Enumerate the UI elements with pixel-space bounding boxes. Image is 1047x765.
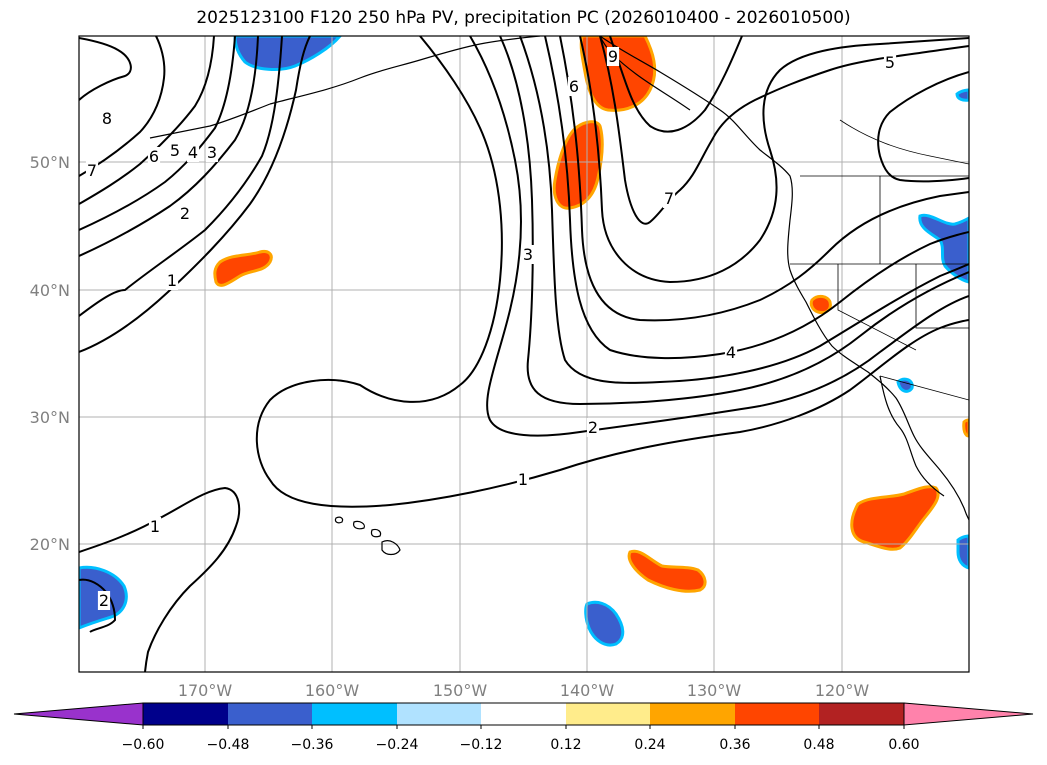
svg-text:8: 8 xyxy=(102,109,112,128)
svg-text:4: 4 xyxy=(726,343,736,362)
colorbar-segment xyxy=(143,703,228,725)
contour-label-knockout xyxy=(521,245,535,264)
colorbar-tick-label: 0.48 xyxy=(803,737,834,753)
lon-label-150w: 150°W xyxy=(433,681,488,700)
svg-text:5: 5 xyxy=(170,141,180,160)
svg-text:1: 1 xyxy=(518,470,528,489)
lon-label-140w: 140°W xyxy=(560,681,615,700)
contour-label-knockout xyxy=(883,53,897,72)
colorbar-tick-label: −0.12 xyxy=(460,737,503,753)
lon-label-170w: 170°W xyxy=(178,681,233,700)
svg-text:6: 6 xyxy=(149,147,159,166)
contour-label-knockout xyxy=(516,470,530,489)
lat-label-50n: 50°N xyxy=(30,153,70,172)
contour-label-knockout xyxy=(100,109,114,128)
colorbar-segment xyxy=(397,703,481,725)
contour-label-knockout xyxy=(186,143,200,162)
map-title: 2025123100 F120 250 hPa PV, precipitatio… xyxy=(196,8,851,28)
lat-label-30n: 30°N xyxy=(30,408,70,427)
colorbar-tick-label: 0.60 xyxy=(888,737,919,753)
colorbar-tick-label: −0.48 xyxy=(207,737,250,753)
contour-label-knockout xyxy=(97,591,111,610)
svg-text:3: 3 xyxy=(523,245,533,264)
colorbar-segment xyxy=(566,703,650,725)
latitude-labels: 50°N 40°N 30°N 20°N xyxy=(30,153,70,554)
contour-label-knockout xyxy=(147,147,161,166)
pv-contour-labels: 8 7 6 5 4 3 2 1 9 6 3 4 2 1 7 5 1 2 xyxy=(85,47,897,610)
contour-label-knockout xyxy=(168,141,182,160)
lon-label-120w: 120°W xyxy=(815,681,870,700)
state-borders xyxy=(790,119,969,401)
coastlines xyxy=(149,36,969,556)
contour-label-knockout xyxy=(724,343,738,362)
svg-text:4: 4 xyxy=(188,143,198,162)
lat-label-20n: 20°N xyxy=(30,535,70,554)
map-background xyxy=(79,36,969,672)
colorbar-tick-label: −0.24 xyxy=(376,737,419,753)
map-frame xyxy=(78,35,970,673)
contour-label-knockout xyxy=(586,418,600,437)
svg-text:3: 3 xyxy=(207,143,217,162)
svg-text:1: 1 xyxy=(150,517,160,536)
lon-label-160w: 160°W xyxy=(305,681,360,700)
svg-text:7: 7 xyxy=(664,189,674,208)
contour-label-knockout xyxy=(85,161,99,180)
pv-contours xyxy=(79,36,969,672)
contour-label-knockout xyxy=(165,271,179,290)
colorbar-tick-label: 0.36 xyxy=(719,737,750,753)
colorbar-tick-label: −0.60 xyxy=(122,737,165,753)
lat-label-40n: 40°N xyxy=(30,281,70,300)
colorbar-segment xyxy=(650,703,735,725)
contour-label-knockout xyxy=(205,143,219,162)
colorbar-tick-label: 0.24 xyxy=(634,737,665,753)
colorbar-tick-label: 0.12 xyxy=(550,737,581,753)
colorbar-tick-label: −0.36 xyxy=(291,737,334,753)
svg-text:7: 7 xyxy=(87,161,97,180)
colorbar-segment xyxy=(228,703,312,725)
contour-label-knockout xyxy=(606,47,620,66)
svg-text:2: 2 xyxy=(99,591,109,610)
svg-text:2: 2 xyxy=(588,418,598,437)
colorbar-segment xyxy=(312,703,397,725)
colorbar-segment xyxy=(481,703,566,725)
svg-text:5: 5 xyxy=(885,53,895,72)
colorbar-segment xyxy=(735,703,819,725)
colorbar-extend-low xyxy=(13,702,144,726)
contour-label-knockout xyxy=(178,204,192,223)
contour-label-knockout xyxy=(148,517,162,536)
colorbar: −0.60 −0.48 −0.36 −0.24 −0.12 0.12 0.24 … xyxy=(13,702,1034,753)
svg-text:2: 2 xyxy=(180,204,190,223)
contour-label-knockout xyxy=(567,77,581,96)
svg-text:1: 1 xyxy=(167,271,177,290)
colorbar-extend-high xyxy=(903,702,1034,726)
precip-negative-shading xyxy=(79,36,969,647)
contour-label-knockout xyxy=(662,189,676,208)
colorbar-segment xyxy=(819,703,904,725)
svg-text:9: 9 xyxy=(608,47,618,66)
longitude-labels: 170°W 160°W 150°W 140°W 130°W 120°W xyxy=(178,681,870,700)
svg-text:6: 6 xyxy=(569,77,579,96)
lon-label-130w: 130°W xyxy=(687,681,742,700)
